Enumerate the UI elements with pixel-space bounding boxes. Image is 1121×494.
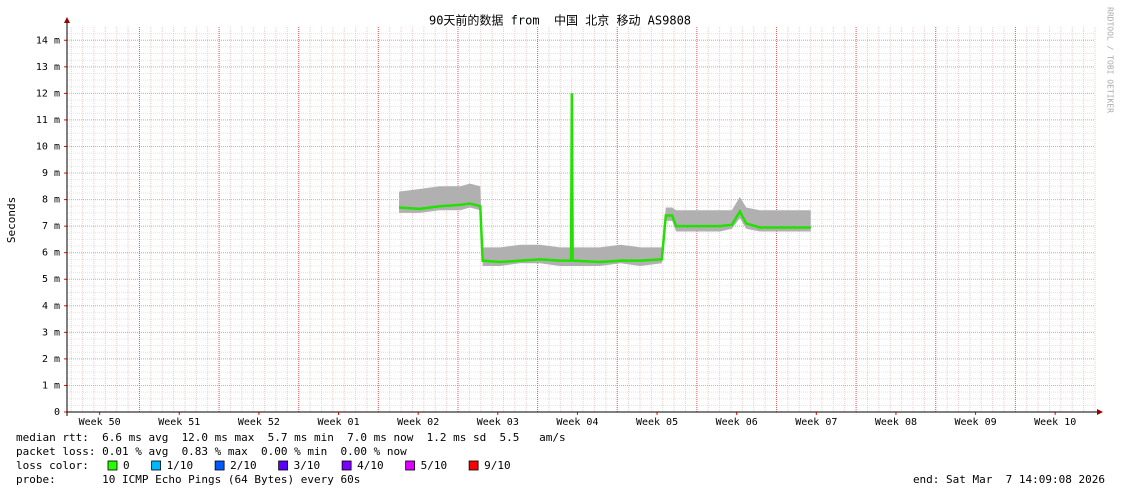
y-tick-label: 9 m (42, 168, 60, 179)
y-tick-label: 7 m (42, 221, 60, 232)
x-tick-label: Week 04 (556, 417, 598, 428)
y-tick-label: 2 m (42, 354, 60, 365)
y-tick-label: 14 m (36, 35, 60, 46)
loss-label: 2/10 (230, 459, 257, 472)
loss-color-label: loss color: (16, 459, 89, 472)
loss-swatch (278, 460, 289, 471)
watermark: RRDTOOL / TOBI OETIKER (1106, 7, 1115, 113)
chart-title: 90天前的数据 from 中国 北京 移动 AS9808 (429, 13, 691, 28)
smoke-band (399, 77, 811, 266)
x-arrow (1097, 409, 1103, 415)
y-tick-label: 6 m (42, 248, 60, 259)
loss-swatch (214, 460, 225, 471)
x-tick-label: Week 07 (795, 417, 837, 428)
loss-label: 5/10 (421, 459, 448, 472)
x-tick-label: Week 10 (1034, 417, 1076, 428)
loss-swatch (405, 460, 416, 471)
median-line (398, 93, 811, 264)
x-tick-label: Week 09 (954, 417, 996, 428)
stats-line: packet loss: 0.01 % avg 0.83 % max 0.00 … (16, 445, 407, 458)
y-tick-label: 0 (54, 407, 60, 418)
stats-line: median rtt: 6.6 ms avg 12.0 ms max 5.7 m… (16, 431, 566, 444)
x-tick-label: Week 51 (158, 417, 200, 428)
y-tick-label: 12 m (36, 88, 60, 99)
x-tick-label: Week 01 (317, 417, 359, 428)
loss-label: 9/10 (484, 459, 511, 472)
x-tick-label: Week 50 (79, 417, 121, 428)
y-tick-label: 13 m (36, 62, 60, 73)
loss-swatch (341, 460, 352, 471)
y-tick-label: 10 m (36, 141, 60, 152)
y-tick-label: 4 m (42, 301, 60, 312)
y-arrow (64, 17, 70, 23)
loss-label: 3/10 (294, 459, 321, 472)
y-tick-label: 8 m (42, 195, 60, 206)
y-tick-label: 1 m (42, 380, 60, 391)
loss-swatch (107, 460, 118, 471)
x-tick-label: Week 05 (636, 417, 678, 428)
loss-label: 4/10 (357, 459, 384, 472)
loss-label: 0 (123, 459, 130, 472)
end-time: end: Sat Mar 7 14:09:08 2026 (913, 473, 1105, 486)
loss-swatch (468, 460, 479, 471)
x-tick-label: Week 03 (477, 417, 519, 428)
x-tick-label: Week 02 (397, 417, 439, 428)
y-tick-label: 5 m (42, 274, 60, 285)
loss-swatch (151, 460, 162, 471)
loss-label: 1/10 (167, 459, 194, 472)
x-tick-label: Week 06 (716, 417, 758, 428)
y-tick-label: 3 m (42, 327, 60, 338)
x-tick-label: Week 08 (875, 417, 917, 428)
x-tick-label: Week 52 (238, 417, 280, 428)
y-tick-label: 11 m (36, 115, 60, 126)
y-axis-label: Seconds (5, 197, 18, 243)
probe: probe: 10 ICMP Echo Pings (64 Bytes) eve… (16, 473, 360, 486)
